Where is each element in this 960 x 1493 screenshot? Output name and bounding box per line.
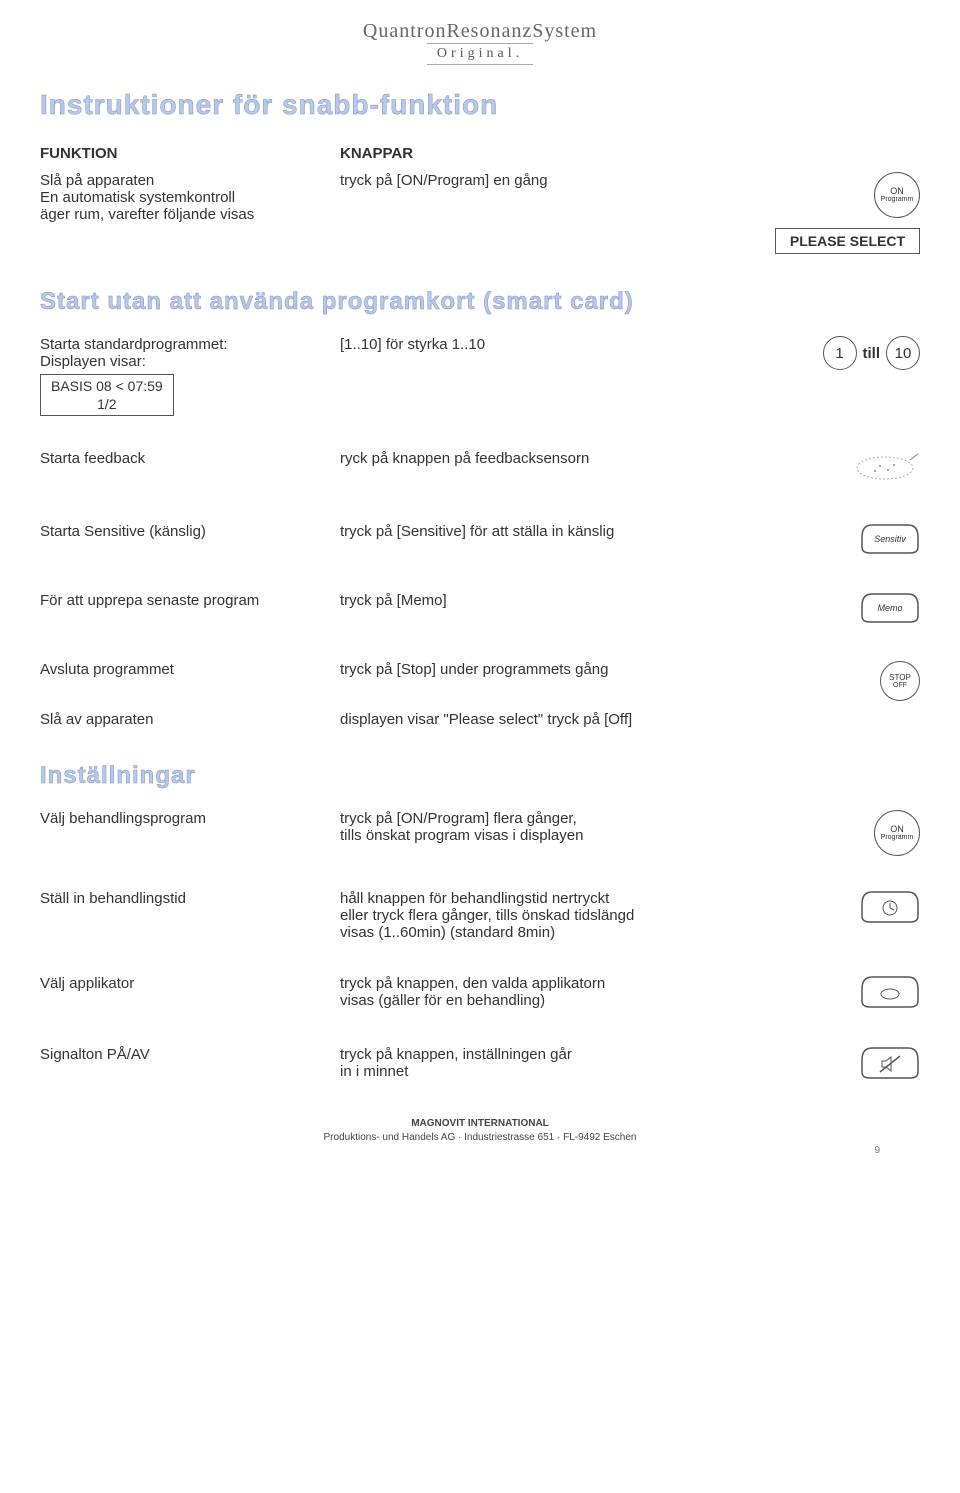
knappar-text: tryck på [ON/Program] en gång (340, 172, 770, 189)
funktion-text: Slå av apparaten (40, 711, 340, 728)
page-footer: MAGNOVIT INTERNATIONAL Produktions- und … (40, 1117, 920, 1145)
please-select-display: PLEASE SELECT (775, 228, 920, 254)
funktion-text: Slå på apparaten En automatisk systemkon… (40, 172, 340, 223)
funktion-text: För att upprepa senaste program (40, 592, 340, 609)
knappar-text: displayen visar "Please select" tryck på… (340, 711, 770, 728)
on-programm-button-icon: ON Programm (874, 172, 920, 218)
page-number: 9 (874, 1145, 880, 1156)
speaker-mute-button-icon (860, 1046, 920, 1080)
sensitiv-button-icon: Sensitiv (860, 523, 920, 555)
text-line: eller tryck flera gånger, tills önskad t… (340, 907, 758, 924)
knappar-text: tryck på [ON/Program] flera gånger, till… (340, 810, 770, 844)
text-line: äger rum, varefter följande visas (40, 206, 340, 223)
stop-off-button-icon: STOP OFF (880, 661, 920, 701)
funktion-text: Välj applikator (40, 975, 340, 992)
icon-label: Programm (881, 834, 914, 841)
text-line: En automatisk systemkontroll (40, 189, 340, 206)
on-programm-button-icon: ON Programm (874, 810, 920, 856)
section-heading: Start utan att använda programkort (smar… (40, 288, 920, 316)
text-line: BASIS 08 < 07:59 (51, 377, 163, 395)
text-line: visas (gäller för en behandling) (340, 992, 758, 1009)
knappar-text: håll knappen för behandlingstid nertryck… (340, 890, 770, 941)
icon-label: OFF (893, 682, 907, 689)
till-label: till (863, 345, 881, 362)
section-heading: Inställningar (40, 762, 920, 790)
page-title: Instruktioner för snabb-funktion (40, 89, 920, 121)
icon-label: ON (890, 187, 904, 196)
footer-org: MAGNOVIT INTERNATIONAL (40, 1117, 920, 1131)
funktion-text: Välj behandlingsprogram (40, 810, 340, 827)
brand-sub: Original. (427, 43, 533, 65)
brand-top: QuantronResonanzSystem (40, 20, 920, 43)
text-line: Starta standardprogrammet: (40, 336, 340, 353)
icon-label: STOP (889, 674, 911, 682)
text-line: tryck på knappen, inställningen går (340, 1046, 758, 1063)
feedback-sensor-icon (850, 450, 920, 489)
text-line: Displayen visar: (40, 353, 340, 370)
knappar-text: tryck på [Memo] (340, 592, 770, 609)
text-line: håll knappen för behandlingstid nertryck… (340, 890, 758, 907)
knappar-text: tryck på knappen, den valda applikatorn … (340, 975, 770, 1009)
funktion-text: Avsluta programmet (40, 661, 340, 678)
basis-display-box: BASIS 08 < 07:59 1/2 (40, 374, 174, 416)
text-line: tryck på [ON/Program] flera gånger, (340, 810, 758, 827)
text-line: in i minnet (340, 1063, 758, 1080)
funktion-text: Starta feedback (40, 450, 340, 467)
text-line: visas (1..60min) (standard 8min) (340, 924, 758, 941)
footer-address: Produktions- und Handels AG · Industries… (40, 1131, 920, 1145)
funktion-text: Starta standardprogrammet: Displayen vis… (40, 336, 340, 416)
number-range-icon: 1 till 10 (823, 336, 921, 370)
icon-label: Sensitiv (874, 534, 906, 544)
text-line: tryck på knappen, den valda applikatorn (340, 975, 758, 992)
icon-label: Memo (877, 603, 902, 613)
knappar-text: [1..10] för styrka 1..10 (340, 336, 770, 353)
knappar-text: tryck på [Stop] under programmets gång (340, 661, 770, 678)
knappar-text: ryck på knappen på feedbacksensorn (340, 450, 770, 467)
num-10-icon: 10 (886, 336, 920, 370)
text-line: tills önskat program visas i displayen (340, 827, 758, 844)
text-line: Slå på apparaten (40, 172, 340, 189)
icon-label: Programm (881, 196, 914, 203)
knappar-text: tryck på [Sensitive] för att ställa in k… (340, 523, 770, 540)
funktion-text: Starta Sensitive (känslig) (40, 523, 340, 540)
num-1-icon: 1 (823, 336, 857, 370)
text-line: 1/2 (51, 395, 163, 413)
header-funktion: FUNKTION (40, 145, 340, 162)
knappar-text: tryck på knappen, inställningen går in i… (340, 1046, 770, 1080)
brand-header: QuantronResonanzSystem Original. (40, 20, 920, 79)
funktion-text: Signalton PÅ/AV (40, 1046, 340, 1063)
timer-button-icon (860, 890, 920, 924)
funktion-text: Ställ in behandlingstid (40, 890, 340, 907)
applicator-button-icon (860, 975, 920, 1009)
icon-label: ON (890, 825, 904, 834)
memo-button-icon: Memo (860, 592, 920, 624)
header-knappar: KNAPPAR (340, 145, 770, 162)
